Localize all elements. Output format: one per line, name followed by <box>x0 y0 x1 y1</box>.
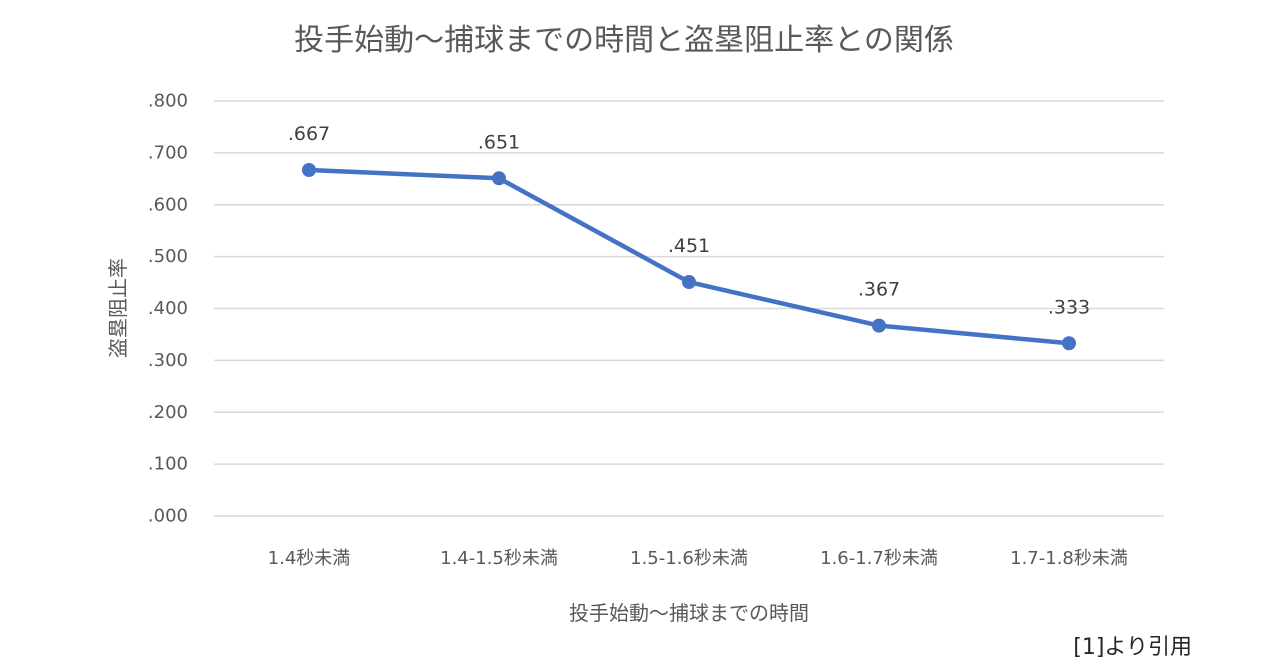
data-label: .367 <box>858 279 900 301</box>
data-label: .667 <box>288 123 330 145</box>
source-note: [1]より引用 <box>1073 635 1192 660</box>
gridlines <box>214 100 1164 517</box>
data-label: .451 <box>668 235 710 257</box>
data-point <box>492 171 506 186</box>
data-point <box>682 275 696 290</box>
data-label: .651 <box>478 131 520 153</box>
data-point <box>1062 336 1076 351</box>
x-tick-label: 1.6-1.7秒未満 <box>820 548 938 569</box>
y-tick-label: .300 <box>148 350 188 371</box>
y-axis-ticks: .000 .100 .200 .300 .400 .500 .600 .700 .800 <box>148 91 188 527</box>
y-tick-label: .600 <box>148 194 188 215</box>
x-tick-label: 1.4秒未満 <box>268 548 351 569</box>
y-tick-label: .000 <box>148 506 188 527</box>
y-tick-label: .500 <box>148 246 188 267</box>
x-axis-ticks: 1.4秒未満 1.4-1.5秒未満 1.5-1.6秒未満 1.6-1.7秒未満 1.7-… <box>268 548 1128 569</box>
x-tick-label: 1.7-1.8秒未満 <box>1010 548 1128 569</box>
x-axis-title: 投手始動～捕球までの時間 <box>569 601 809 625</box>
y-axis-title: 盗塁阻止率 <box>106 258 130 358</box>
y-tick-label: .400 <box>148 298 188 319</box>
y-tick-label: .700 <box>148 142 188 163</box>
y-tick-label: .100 <box>148 454 188 475</box>
x-tick-label: 1.5-1.6秒未満 <box>630 548 748 569</box>
series <box>302 162 1076 351</box>
y-tick-label: .800 <box>148 91 188 112</box>
data-point <box>302 162 316 177</box>
data-labels: .667 .651 .451 .367 .333 <box>288 123 1090 318</box>
data-label: .333 <box>1048 296 1090 318</box>
x-tick-label: 1.4-1.5秒未満 <box>440 548 558 569</box>
y-tick-label: .200 <box>148 402 188 423</box>
chart-title: 投手始動～捕球までの時間と盗塁阻止率との関係 <box>294 23 954 58</box>
data-point <box>872 318 886 333</box>
